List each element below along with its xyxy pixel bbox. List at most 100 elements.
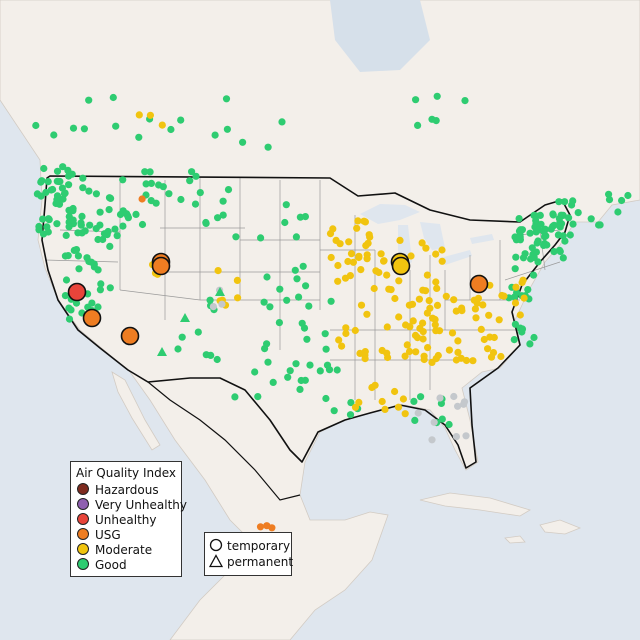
monitor-marker[interactable] [479, 301, 487, 309]
monitor-marker[interactable] [596, 221, 604, 229]
permanent-monitor-marker[interactable] [157, 347, 167, 356]
monitor-marker[interactable] [487, 353, 496, 361]
monitor-marker[interactable] [207, 351, 215, 359]
monitor-marker[interactable] [528, 244, 536, 252]
monitor-marker[interactable] [177, 195, 185, 204]
monitor-marker[interactable] [510, 293, 519, 301]
monitor-marker[interactable] [417, 393, 425, 401]
monitor-marker[interactable] [556, 223, 564, 231]
monitor-marker[interactable] [72, 299, 81, 307]
monitor-marker[interactable] [231, 393, 239, 401]
monitor-marker[interactable] [452, 307, 460, 315]
monitor-marker[interactable] [605, 190, 613, 198]
monitor-marker[interactable] [532, 228, 540, 236]
monitor-marker[interactable] [291, 266, 299, 274]
monitor-marker[interactable] [559, 232, 567, 240]
large-monitor-marker[interactable] [391, 256, 411, 276]
monitor-marker[interactable] [44, 228, 52, 236]
monitor-marker[interactable] [433, 284, 441, 292]
monitor-marker[interactable] [286, 367, 294, 375]
monitor-marker[interactable] [138, 195, 146, 203]
monitor-marker[interactable] [223, 125, 231, 133]
monitor-marker[interactable] [94, 303, 102, 311]
monitor-marker[interactable] [284, 373, 292, 381]
monitor-marker[interactable] [88, 299, 96, 307]
monitor-marker[interactable] [85, 187, 93, 195]
monitor-marker[interactable] [269, 378, 277, 386]
monitor-marker[interactable] [384, 353, 392, 362]
monitor-marker[interactable] [357, 266, 365, 274]
monitor-marker[interactable] [391, 294, 399, 303]
monitor-marker[interactable] [381, 405, 389, 413]
monitor-marker[interactable] [452, 433, 460, 441]
monitor-marker[interactable] [174, 345, 182, 353]
monitor-marker[interactable] [396, 236, 404, 244]
monitor-marker[interactable] [430, 418, 438, 426]
monitor-marker[interactable] [518, 328, 526, 336]
monitor-marker[interactable] [296, 385, 304, 393]
monitor-marker[interactable] [326, 230, 335, 238]
monitor-marker[interactable] [218, 300, 226, 308]
monitor-marker[interactable] [33, 190, 42, 198]
monitor-marker[interactable] [454, 402, 462, 410]
monitor-marker[interactable] [432, 278, 440, 286]
monitor-marker[interactable] [561, 198, 569, 206]
monitor-marker[interactable] [74, 229, 82, 237]
monitor-marker[interactable] [355, 252, 363, 260]
monitor-marker[interactable] [357, 301, 366, 309]
monitor-marker[interactable] [533, 239, 541, 247]
monitor-marker[interactable] [194, 328, 202, 336]
monitor-marker[interactable] [412, 96, 420, 104]
monitor-marker[interactable] [65, 223, 73, 231]
monitor-marker[interactable] [298, 319, 306, 327]
monitor-marker[interactable] [471, 305, 479, 313]
monitor-marker[interactable] [92, 190, 100, 198]
monitor-marker[interactable] [425, 297, 433, 305]
monitor-marker[interactable] [219, 197, 227, 205]
monitor-marker[interactable] [167, 125, 175, 134]
monitor-marker[interactable] [106, 284, 114, 292]
monitor-marker[interactable] [401, 410, 409, 418]
monitor-marker[interactable] [530, 253, 538, 261]
monitor-marker[interactable] [519, 276, 527, 284]
monitor-marker[interactable] [377, 250, 385, 258]
monitor-marker[interactable] [75, 265, 83, 273]
monitor-marker[interactable] [395, 313, 403, 321]
monitor-marker[interactable] [515, 215, 523, 223]
monitor-marker[interactable] [432, 117, 440, 125]
monitor-marker[interactable] [107, 194, 115, 202]
monitor-marker[interactable] [516, 311, 524, 319]
monitor-marker[interactable] [412, 348, 420, 356]
monitor-marker[interactable] [383, 271, 391, 279]
monitor-marker[interactable] [94, 235, 102, 244]
monitor-marker[interactable] [87, 258, 95, 266]
monitor-marker[interactable] [353, 224, 361, 232]
monitor-marker[interactable] [109, 93, 117, 102]
monitor-marker[interactable] [549, 222, 557, 231]
monitor-marker[interactable] [257, 234, 265, 242]
monitor-marker[interactable] [67, 306, 75, 314]
monitor-marker[interactable] [83, 254, 91, 262]
monitor-marker[interactable] [322, 345, 330, 353]
monitor-marker[interactable] [351, 326, 359, 335]
monitor-marker[interactable] [132, 210, 140, 218]
monitor-marker[interactable] [383, 323, 391, 331]
monitor-marker[interactable] [78, 212, 86, 220]
monitor-marker[interactable] [119, 222, 127, 230]
monitor-marker[interactable] [263, 273, 271, 281]
monitor-marker[interactable] [292, 360, 300, 368]
monitor-marker[interactable] [587, 215, 595, 223]
monitor-marker[interactable] [474, 294, 482, 302]
monitor-marker[interactable] [59, 195, 67, 203]
monitor-marker[interactable] [334, 277, 342, 285]
monitor-marker[interactable] [537, 220, 545, 228]
monitor-markers[interactable] [32, 92, 632, 532]
monitor-marker[interactable] [96, 208, 104, 216]
monitor-marker[interactable] [371, 381, 379, 389]
monitor-marker[interactable] [239, 138, 247, 146]
monitor-marker[interactable] [69, 216, 77, 224]
monitor-marker[interactable] [450, 392, 458, 401]
monitor-marker[interactable] [68, 205, 76, 213]
monitor-marker[interactable] [293, 275, 301, 283]
